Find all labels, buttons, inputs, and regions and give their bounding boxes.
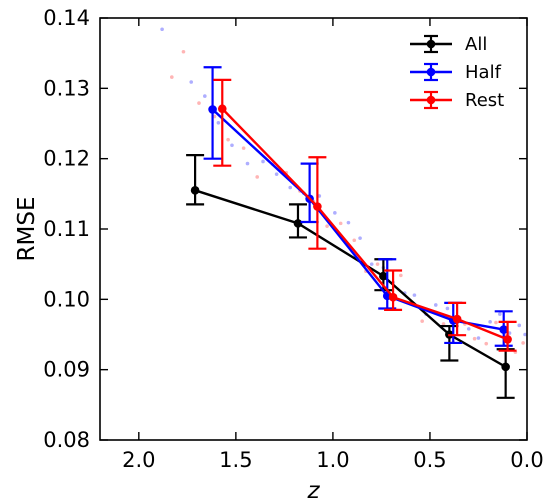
- x-tick-label: 0.0: [510, 448, 543, 472]
- y-tick-label: 0.08: [43, 428, 90, 452]
- y-tick-label: 0.13: [43, 76, 90, 100]
- background-point: [189, 80, 194, 84]
- background-point: [333, 211, 337, 215]
- background-point: [494, 320, 498, 325]
- background-point: [288, 185, 293, 190]
- background-point: [274, 172, 279, 176]
- x-tick-label: 2.0: [122, 448, 155, 472]
- background-point: [245, 161, 250, 166]
- series-line: [221, 107, 509, 341]
- background-point: [338, 221, 343, 226]
- background-point: [375, 262, 380, 266]
- background-point: [472, 336, 477, 341]
- data-point: [313, 202, 322, 211]
- background-point: [466, 327, 471, 331]
- background-point: [160, 27, 164, 32]
- legend-label: Half: [465, 62, 502, 83]
- x-axis-label: z: [306, 478, 320, 504]
- ticks-layer: 2.0 1.5 1.0 0.5 0.0 0.08 0.09 0.10 0.11 0.12 0.13 0…: [43, 6, 543, 472]
- plot-frame: [99, 17, 528, 441]
- series-all: [186, 154, 515, 399]
- background-point: [226, 137, 230, 142]
- background-point: [181, 49, 186, 54]
- background-point: [488, 320, 492, 324]
- data-point: [293, 219, 303, 228]
- y-tick-label: 0.10: [43, 287, 90, 311]
- data-point: [499, 325, 509, 334]
- data-point: [208, 105, 217, 114]
- background-point: [346, 220, 351, 225]
- data-point: [217, 104, 227, 114]
- data-point: [190, 186, 200, 195]
- background-point: [523, 332, 527, 337]
- background-point: [420, 319, 424, 323]
- legend-label: All: [465, 34, 487, 55]
- legend-marker: [426, 95, 436, 105]
- background-point: [325, 224, 329, 228]
- background-point: [197, 101, 201, 105]
- series-line: [194, 189, 507, 368]
- legend-marker: [426, 67, 436, 77]
- legend-marker: [426, 39, 436, 49]
- background-point: [441, 322, 446, 326]
- background-point: [412, 293, 417, 297]
- data-point: [503, 335, 512, 344]
- background-point: [255, 175, 260, 179]
- background-point: [203, 94, 207, 98]
- background-point: [521, 341, 525, 345]
- y-tick-label: 0.11: [43, 217, 90, 241]
- background-point: [170, 75, 174, 79]
- background-point: [352, 238, 357, 243]
- series-layer: [186, 66, 517, 399]
- background-point: [241, 146, 246, 150]
- background-point: [433, 303, 438, 307]
- background-point: [369, 262, 374, 266]
- background-point: [498, 312, 502, 316]
- background-point: [230, 143, 234, 148]
- data-point: [388, 292, 398, 302]
- x-tick-label: 1.0: [316, 448, 349, 472]
- background-point: [399, 273, 403, 278]
- background-point: [484, 341, 489, 346]
- background-point: [261, 159, 265, 164]
- y-tick-label: 0.12: [43, 147, 90, 171]
- legend-item-rest: Rest: [410, 90, 504, 111]
- data-point: [452, 314, 462, 324]
- series-rest: [213, 78, 517, 352]
- legend-label: Rest: [465, 90, 504, 111]
- legend-item-half: Half: [410, 62, 502, 83]
- background-point: [517, 323, 522, 328]
- legend-item-all: All: [410, 34, 487, 55]
- legend: All Half Rest: [410, 34, 504, 111]
- x-tick-label: 1.5: [219, 448, 252, 472]
- background-point: [358, 236, 362, 240]
- data-point: [501, 362, 510, 372]
- background-point: [476, 336, 481, 340]
- background-point: [445, 306, 450, 311]
- data-point: [379, 271, 388, 281]
- background-point: [216, 120, 221, 125]
- x-tick-label: 0.5: [413, 448, 446, 472]
- y-axis-label: RMSE: [14, 197, 40, 262]
- y-tick-label: 0.14: [43, 6, 90, 30]
- y-tick-label: 0.09: [43, 358, 90, 382]
